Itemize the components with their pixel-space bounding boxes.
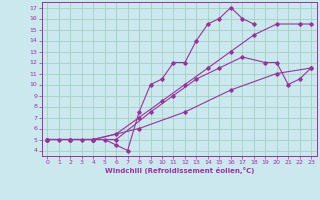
X-axis label: Windchill (Refroidissement éolien,°C): Windchill (Refroidissement éolien,°C) — [105, 167, 254, 174]
